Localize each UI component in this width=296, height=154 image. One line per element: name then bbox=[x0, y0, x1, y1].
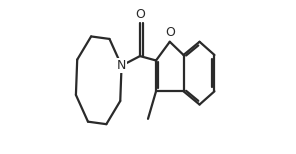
Text: O: O bbox=[135, 8, 145, 21]
Text: N: N bbox=[117, 59, 126, 72]
Text: O: O bbox=[166, 26, 176, 39]
